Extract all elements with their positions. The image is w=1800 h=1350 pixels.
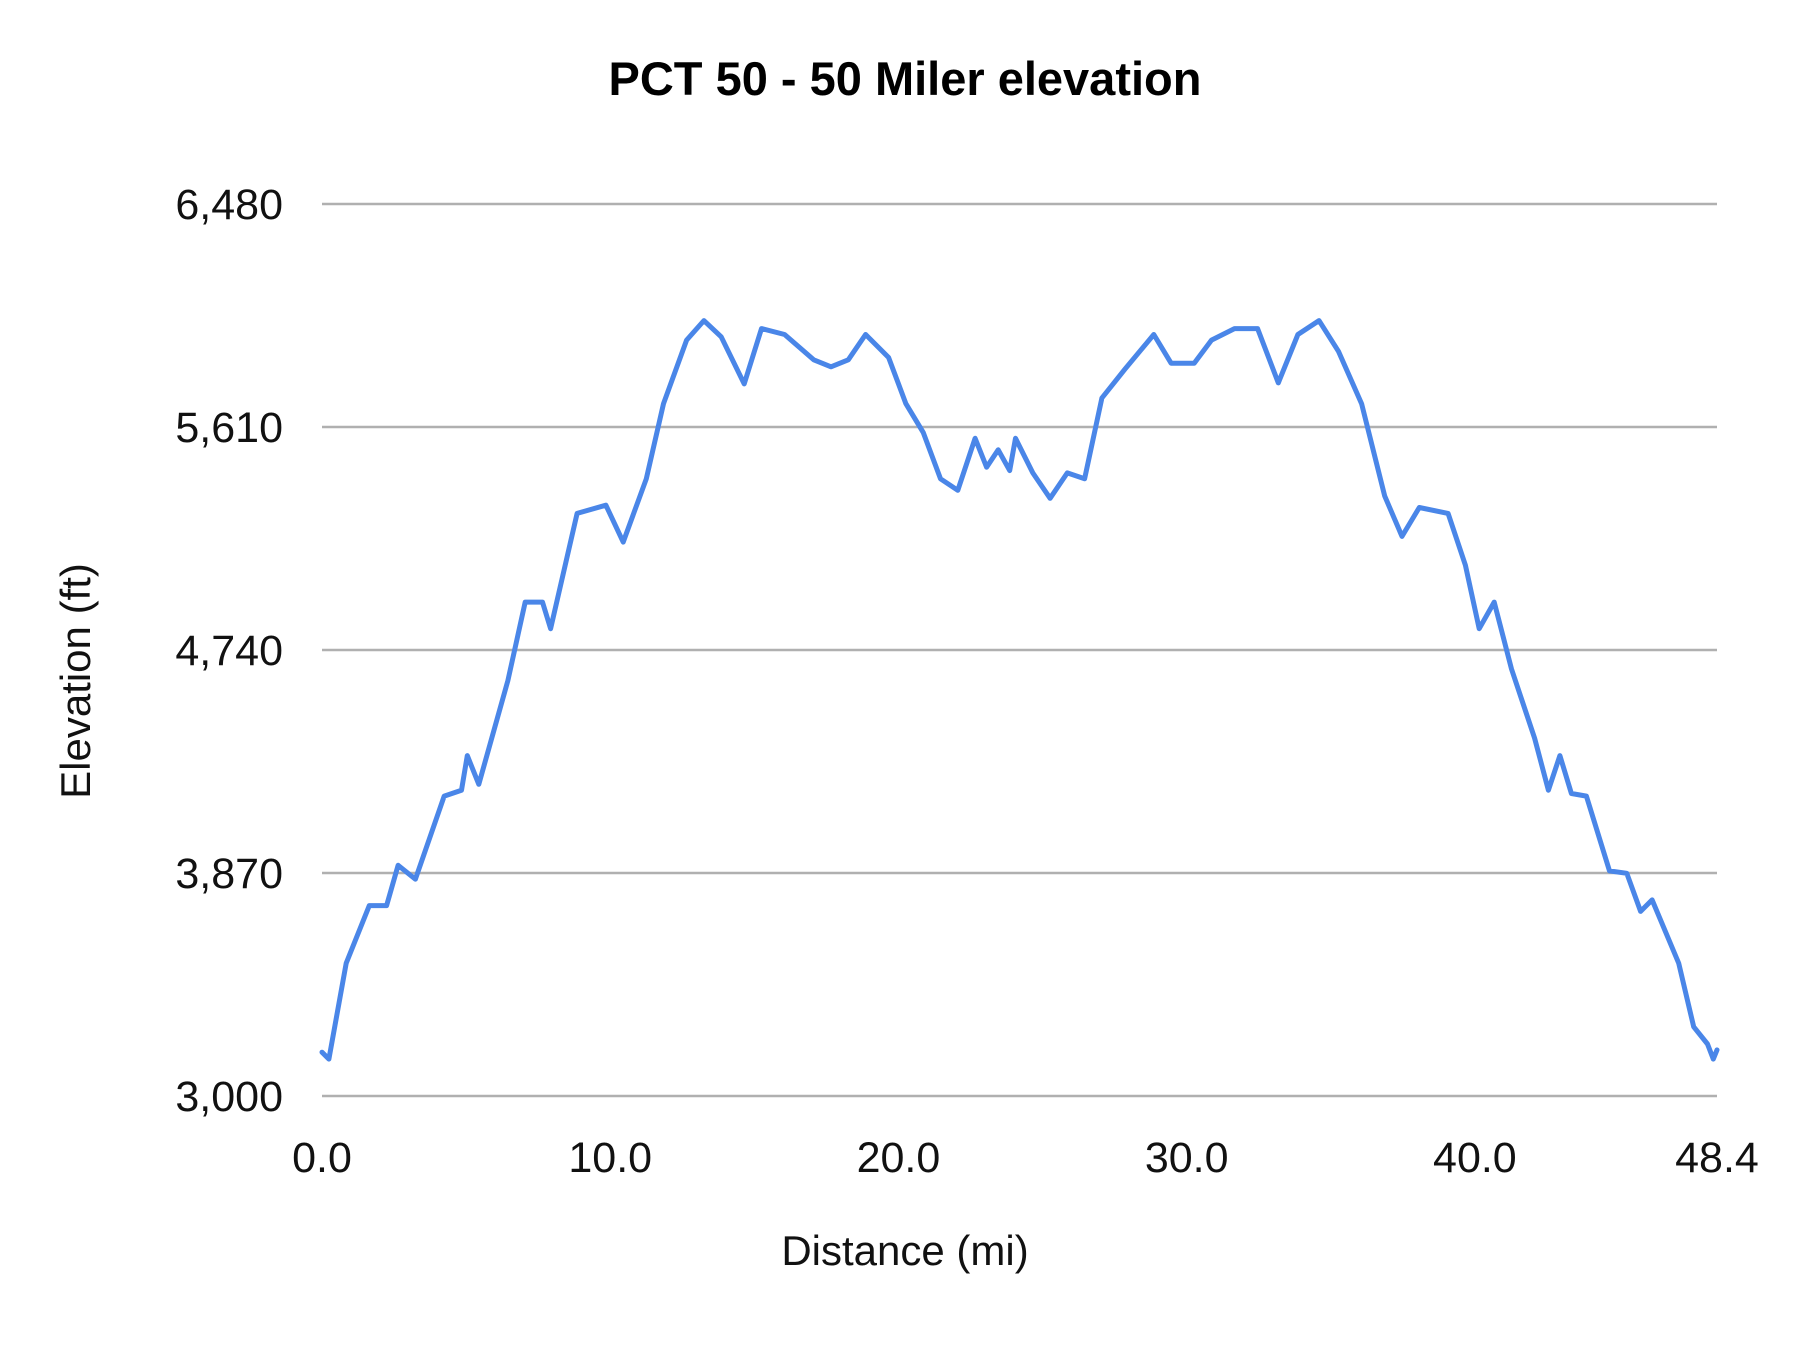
x-tick-label: 0.0 [292,1134,352,1182]
gridlines [322,202,1717,1098]
y-tick-label: 5,610 [175,404,283,452]
x-tick-label: 48.4 [1675,1134,1759,1182]
y-tick-label: 3,870 [175,850,283,898]
elevation-series-line [319,318,1720,1062]
x-axis-ticks: 0.0 10.0 20.0 30.0 40.0 48.4 [292,1134,1759,1182]
x-tick-label: 10.0 [568,1134,652,1182]
y-tick-label: 4,740 [175,627,283,675]
y-axis-title: Elevation (ft) [52,563,99,799]
x-tick-label: 30.0 [1145,1134,1229,1182]
x-tick-label: 40.0 [1433,1134,1517,1182]
chart-title: PCT 50 - 50 Miler elevation [609,52,1202,105]
y-tick-label: 6,480 [175,181,283,229]
x-tick-label: 20.0 [857,1134,941,1182]
y-axis-ticks: 3,000 3,870 4,740 5,610 6,480 [175,181,283,1121]
y-tick-label: 3,000 [175,1073,283,1121]
x-axis-title: Distance (mi) [781,1227,1028,1274]
